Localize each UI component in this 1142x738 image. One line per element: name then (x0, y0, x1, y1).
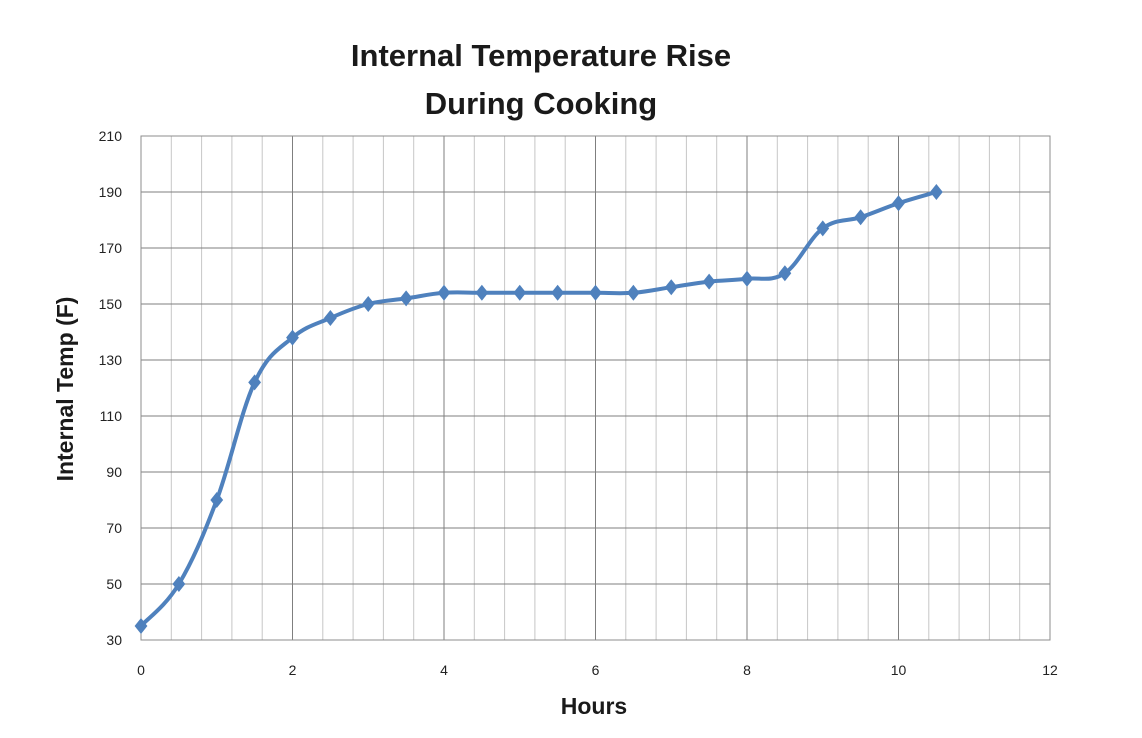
data-point-marker (248, 374, 262, 391)
y-tick-label: 50 (106, 576, 122, 592)
y-tick-label: 90 (106, 464, 122, 480)
data-point-marker (134, 618, 148, 634)
data-point-marker (475, 284, 489, 301)
data-point-marker (589, 284, 602, 301)
y-tick-label: 170 (99, 240, 123, 256)
grid (141, 136, 1050, 640)
x-tick-label: 6 (592, 662, 600, 678)
data-point-marker (740, 270, 754, 287)
x-tick-label: 2 (289, 662, 297, 678)
series-internal-temp (134, 184, 943, 634)
data-point-marker (361, 296, 375, 312)
data-point-marker (929, 184, 943, 200)
y-tick-label: 110 (100, 408, 123, 424)
x-tick-label: 8 (743, 662, 751, 678)
x-tick-label: 10 (891, 662, 907, 678)
chart-title-line-2: During Cooking (425, 86, 657, 121)
plot-area-border (140, 135, 1051, 641)
data-point-marker (437, 284, 451, 301)
y-tick-label: 130 (99, 352, 123, 368)
x-axis-title: Hours (561, 693, 627, 719)
y-tick-label: 70 (106, 520, 122, 536)
x-tick-label: 4 (440, 662, 448, 678)
data-point-marker (892, 195, 905, 212)
data-point-marker (778, 265, 792, 282)
x-tick-label: 0 (137, 662, 145, 678)
data-point-marker (551, 284, 565, 301)
data-point-marker (702, 273, 716, 290)
x-tick-label: 12 (1042, 662, 1058, 678)
series-line (139, 190, 939, 628)
data-point-marker (626, 284, 640, 301)
tick-labels: 0 2 4 6 8 10 12 30 50 70 90 110 130 150 170 190 210 (99, 128, 1058, 678)
chart-title-line-1: Internal Temperature Rise (351, 38, 731, 73)
data-point-marker (816, 220, 830, 237)
data-point-marker (513, 284, 527, 301)
y-axis-title: Internal Temp (F) (52, 297, 78, 482)
y-tick-label: 30 (106, 632, 122, 648)
data-point-marker (854, 209, 868, 226)
y-tick-label: 150 (99, 296, 123, 312)
data-point-marker (286, 329, 299, 346)
y-tick-label: 190 (99, 184, 123, 200)
y-tick-label: 210 (99, 128, 123, 144)
data-point-marker (172, 576, 186, 592)
data-point-marker (323, 310, 337, 326)
data-point-marker (664, 279, 678, 296)
data-point-marker (399, 290, 413, 307)
data-point-marker (210, 492, 224, 508)
